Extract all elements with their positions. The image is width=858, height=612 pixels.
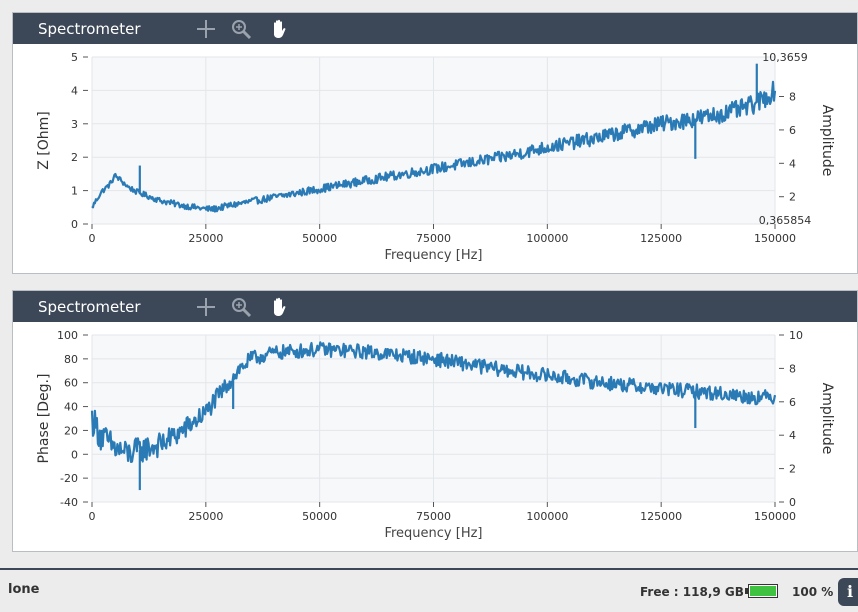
battery-level [750, 586, 776, 596]
y2-tick-label: 6 [789, 124, 796, 137]
impedance-chart[interactable]: 0 25000 50000 75000 100000 125000 150000 0 1 2 3 4 5… [13, 44, 857, 273]
y-tick-label: 2 [71, 151, 78, 164]
y-tick-label: 3 [71, 118, 78, 131]
panel-title: Spectrometer [38, 20, 141, 38]
battery-icon [745, 584, 778, 598]
y2-min-label: 0,365854 [759, 214, 812, 227]
y2-axis-label: Amplitude [819, 383, 835, 455]
y2-tick-label: 6 [789, 396, 796, 409]
x-tick-label: 125000 [640, 510, 682, 523]
y-tick-label: -40 [60, 496, 78, 509]
x-tick-label: 75000 [416, 232, 451, 245]
info-button[interactable]: i [838, 578, 858, 606]
y2-tick-label: 4 [789, 157, 796, 170]
x-tick-label: 50000 [302, 232, 337, 245]
y-tick-label: -20 [60, 472, 78, 485]
x-axis-label: Frequency [Hz] [384, 248, 482, 263]
zoom-icon[interactable] [230, 296, 252, 318]
y2-tick-label: 8 [789, 91, 796, 104]
y-tick-label: 0 [71, 218, 78, 231]
x-tick-label: 50000 [302, 510, 337, 523]
info-icon: i [847, 582, 854, 601]
y-tick-label: 40 [64, 401, 78, 414]
y-tick-label: 80 [64, 353, 78, 366]
panel-title: Spectrometer [38, 298, 141, 316]
phase-chart[interactable]: 0 25000 50000 75000 100000 125000 150000 -40 -20… [13, 322, 857, 551]
x-tick-label: 0 [89, 510, 96, 523]
y-tick-label: 60 [64, 377, 78, 390]
y-tick-label: 1 [71, 185, 78, 198]
y2-tick-label: 8 [789, 362, 796, 375]
series-line [91, 80, 777, 213]
x-axis-label: Frequency [Hz] [384, 526, 482, 541]
y2-max-label: 10,3659 [762, 51, 808, 64]
y2-tick-label: 10 [789, 329, 803, 342]
x-tick-label: 100000 [526, 510, 568, 523]
y-tick-label: 100 [57, 329, 78, 342]
free-space-label: Free : 118,9 GB [640, 585, 744, 599]
x-tick-label: 125000 [640, 232, 682, 245]
status-bar: lone Free : 118,9 GB 100 % i [0, 568, 858, 612]
series-line [90, 341, 777, 463]
y-axis-label: Phase [Deg.] [36, 374, 52, 464]
pan-hand-icon[interactable] [268, 296, 290, 318]
y2-tick-label: 2 [789, 191, 796, 204]
panel-header: Spectrometer [13, 291, 857, 322]
x-tick-label: 75000 [416, 510, 451, 523]
y-tick-label: 4 [71, 84, 78, 97]
x-tick-label: 0 [89, 232, 96, 245]
status-text: lone [8, 582, 40, 597]
x-tick-label: 150000 [754, 510, 796, 523]
panel-header: Spectrometer [13, 13, 857, 44]
crosshair-icon[interactable] [195, 18, 217, 40]
y-axis-label: Z [Ohm] [36, 111, 52, 170]
x-tick-label: 25000 [188, 232, 223, 245]
phase-panel: Spectrometer 0 25000 50000 75000 100000 12500… [12, 290, 858, 552]
crosshair-icon[interactable] [195, 296, 217, 318]
zoom-icon[interactable] [230, 18, 252, 40]
pan-hand-icon[interactable] [268, 18, 290, 40]
y2-tick-label: 0 [789, 496, 796, 509]
y2-tick-label: 4 [789, 429, 796, 442]
impedance-panel: Spectrometer 0 25000 50000 75000 100000 12500… [12, 12, 858, 274]
y-tick-label: 20 [64, 424, 78, 437]
x-tick-label: 100000 [526, 232, 568, 245]
y2-axis-label: Amplitude [819, 105, 835, 177]
battery-cap [745, 588, 748, 594]
x-tick-label: 25000 [188, 510, 223, 523]
y2-tick-label: 2 [789, 463, 796, 476]
x-tick-label: 150000 [754, 232, 796, 245]
y-tick-label: 5 [71, 51, 78, 64]
battery-percent: 100 % [792, 585, 834, 599]
y-tick-label: 0 [71, 448, 78, 461]
